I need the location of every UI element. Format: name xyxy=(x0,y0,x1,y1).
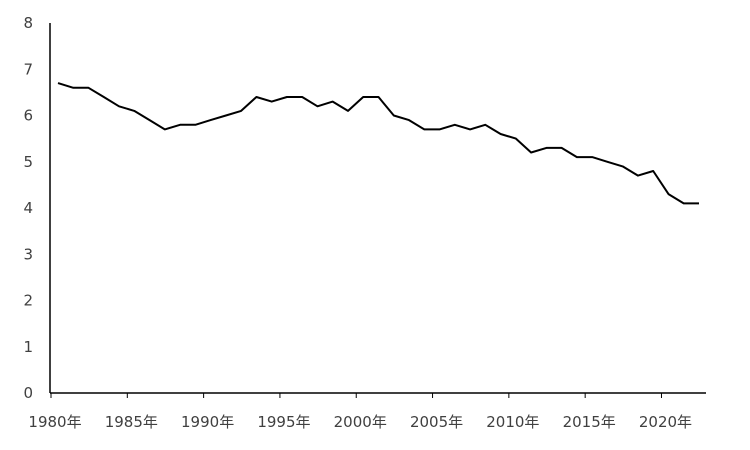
y-tick-label: 8 xyxy=(23,14,33,32)
y-tick-label: 4 xyxy=(23,199,33,217)
y-axis-ticks: 0 1 2 3 4 5 6 7 8 xyxy=(23,14,33,402)
x-tick-label: 1990年 xyxy=(181,413,234,431)
x-tick-label: 1995年 xyxy=(257,413,310,431)
x-tick-label: 1985年 xyxy=(105,413,158,431)
x-tick-label: 2005年 xyxy=(410,413,463,431)
series-group xyxy=(57,82,699,205)
y-tick-label: 7 xyxy=(23,60,33,78)
x-tick-label: 1980年 xyxy=(28,413,81,431)
x-axis-ticks: 1980年 1985年 1990年 1995年 2000年 2005年 2010年 2015年… xyxy=(28,393,692,431)
y-tick-label: 5 xyxy=(23,153,33,171)
y-tick-label: 6 xyxy=(23,107,33,125)
x-tick-label: 2010年 xyxy=(486,413,539,431)
series-line xyxy=(57,82,699,205)
y-tick-label: 2 xyxy=(23,292,33,310)
y-tick-label: 0 xyxy=(23,384,33,402)
x-tick-label: 2020年 xyxy=(639,413,692,431)
y-tick-label: 3 xyxy=(23,245,33,263)
y-tick-label: 1 xyxy=(23,338,33,356)
x-tick-label: 2015年 xyxy=(563,413,616,431)
x-tick-label: 2000年 xyxy=(334,413,387,431)
